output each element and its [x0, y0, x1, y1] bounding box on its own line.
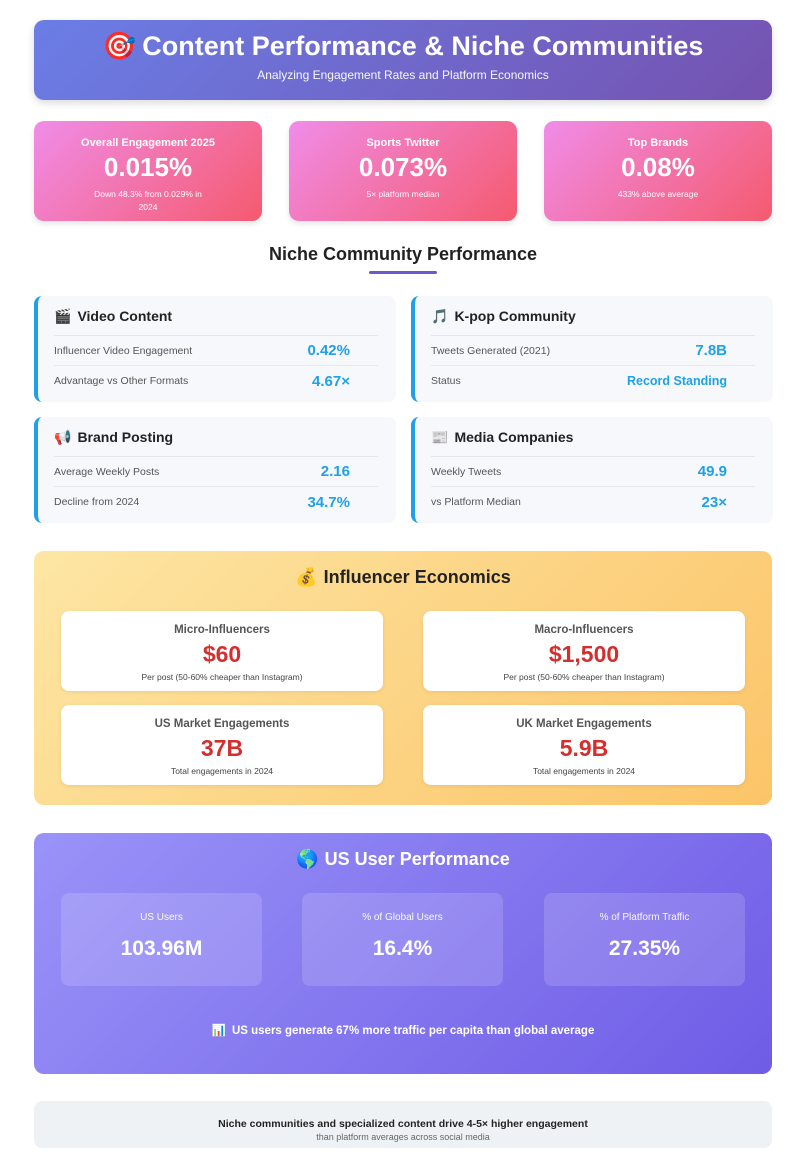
stat-value: 0.073% [358, 152, 448, 182]
stat-card: Top Brands 0.08% 433% above average [544, 121, 772, 221]
metric-row: Status Record Standing [431, 366, 755, 396]
economics-value: 37B [200, 735, 244, 761]
us-stat-value: 16.4% [372, 937, 433, 960]
stat-note: Down 48.3% from 0.029% in 2024 [94, 189, 202, 212]
metric-row: Decline from 2024 34.7% [54, 487, 378, 517]
economics-value: $1,500 [548, 641, 620, 667]
niche-card: 🎵 K-pop Community Tweets Generated (2021)… [411, 296, 773, 402]
us-stat-card: % of Platform Traffic 27.35% [544, 893, 745, 986]
metric-row: Influencer Video Engagement 0.42% [54, 336, 378, 366]
economics-note: Total engagements in 2024 [170, 766, 274, 776]
us-note: 📊 US users generate 67% more traffic per … [34, 1023, 772, 1037]
economics-note: Total engagements in 2024 [532, 766, 636, 776]
footer-line2: than platform averages across social med… [316, 1132, 490, 1142]
metric-value: 2.16 [320, 463, 350, 480]
money-bag-icon: 💰 [295, 567, 318, 587]
metric-value: 34.7% [307, 493, 350, 511]
niche-card: 📢 Brand Posting Average Weekly Posts 2.16 D… [34, 417, 396, 523]
target-icon: 🎯 [102, 31, 137, 61]
page-title: Content Performance & Niche Communities [142, 31, 704, 61]
bar-chart-icon: 📊 [211, 1025, 226, 1037]
metric-label: Average Weekly Posts [54, 465, 160, 478]
metric-label: Status [431, 375, 461, 387]
economics-card: Macro-Influencers $1,500 Per post (50-60… [423, 611, 745, 691]
section-title: Niche Community Performance [268, 244, 538, 264]
stat-label: Top Brands [627, 137, 689, 149]
economics-card: UK Market Engagements 5.9B Total engagem… [423, 705, 745, 785]
us-stat-value: 103.96M [120, 937, 203, 960]
stat-note: 5× platform median [366, 189, 440, 199]
economics-note: Per post (50-60% cheaper than Instagram) [503, 672, 665, 682]
us-stat-label: % of Platform Traffic [599, 912, 690, 923]
niche-card-title: K-pop Community [454, 308, 576, 324]
music-note-icon: 🎵 [431, 308, 449, 324]
metric-label: Decline from 2024 [54, 496, 140, 508]
metric-label: Influencer Video Engagement [54, 344, 193, 357]
us-performance-section: 🌎 US User Performance US Users 103.96M % … [34, 833, 772, 1074]
us-stat-card: US Users 103.96M [61, 893, 262, 986]
stat-label: Sports Twitter [366, 137, 440, 149]
page-subtitle: Analyzing Engagement Rates and Platform … [257, 68, 549, 82]
economics-card: Micro-Influencers $60 Per post (50-60% c… [61, 611, 383, 691]
us-stat-label: US Users [140, 912, 183, 923]
metric-label: Tweets Generated (2021) [431, 344, 551, 357]
stat-value: 0.015% [103, 152, 193, 182]
metric-value: 23× [701, 493, 727, 511]
metric-row: vs Platform Median 23× [431, 487, 755, 517]
economics-value: 5.9B [559, 735, 609, 761]
metric-value: 7.8B [695, 342, 727, 359]
us-stat-value: 27.35% [608, 937, 681, 960]
footer-line1: Niche communities and specialized conten… [218, 1118, 588, 1130]
stat-note: 433% above average [617, 189, 699, 199]
economics-note: Per post (50-60% cheaper than Instagram) [141, 672, 303, 682]
niche-card-title: Brand Posting [77, 429, 174, 445]
economics-label: US Market Engagements [154, 718, 290, 730]
economics-label: Micro-Influencers [174, 624, 270, 636]
economics-card: US Market Engagements 37B Total engageme… [61, 705, 383, 785]
economics-value: $60 [202, 641, 242, 667]
stat-label: Overall Engagement 2025 [81, 137, 215, 149]
globe-icon: 🌎 [296, 849, 319, 869]
economics-section: 💰 Influencer Economics Micro-Influencers … [34, 551, 772, 805]
megaphone-icon: 📢 [54, 429, 72, 445]
stat-card: Overall Engagement 2025 0.015% Down 48.3… [34, 121, 262, 221]
clapper-icon: 🎬 [54, 308, 72, 324]
newspaper-icon: 📰 [431, 429, 449, 445]
metric-label: Advantage vs Other Formats [54, 375, 189, 387]
metric-value: 0.42% [307, 342, 350, 359]
metric-row: Advantage vs Other Formats 4.67× [54, 366, 378, 396]
metric-label: vs Platform Median [431, 496, 521, 508]
niche-card-title: Media Companies [454, 429, 574, 445]
metric-value: 4.67× [312, 372, 350, 390]
us-note-text: US users generate 67% more traffic per c… [231, 1025, 595, 1037]
footer-summary: Niche communities and specialized conten… [34, 1101, 772, 1148]
metric-row: Average Weekly Posts 2.16 [54, 457, 378, 487]
economics-label: UK Market Engagements [516, 718, 652, 730]
page-header: 🎯 Content Performance & Niche Communities… [34, 20, 772, 100]
economics-title: Influencer Economics [323, 567, 511, 587]
us-stat-label: % of Global Users [362, 912, 443, 923]
metric-row: Weekly Tweets 49.9 [431, 457, 755, 487]
us-title: US User Performance [324, 849, 510, 869]
metric-value: 49.9 [697, 463, 727, 480]
metric-value: Record Standing [626, 374, 727, 388]
metric-label: Weekly Tweets [431, 465, 502, 478]
us-stat-card: % of Global Users 16.4% [302, 893, 503, 986]
stat-value: 0.08% [621, 152, 695, 182]
title-underline [369, 271, 437, 274]
metric-row: Tweets Generated (2021) 7.8B [431, 336, 755, 366]
economics-label: Macro-Influencers [534, 624, 634, 636]
niche-card-title: Video Content [77, 308, 173, 324]
stat-card: Sports Twitter 0.073% 5× platform median [289, 121, 517, 221]
niche-card: 🎬 Video Content Influencer Video Engageme… [34, 296, 396, 402]
niche-card: 📰 Media Companies Weekly Tweets 49.9 vs Pla… [411, 417, 773, 523]
